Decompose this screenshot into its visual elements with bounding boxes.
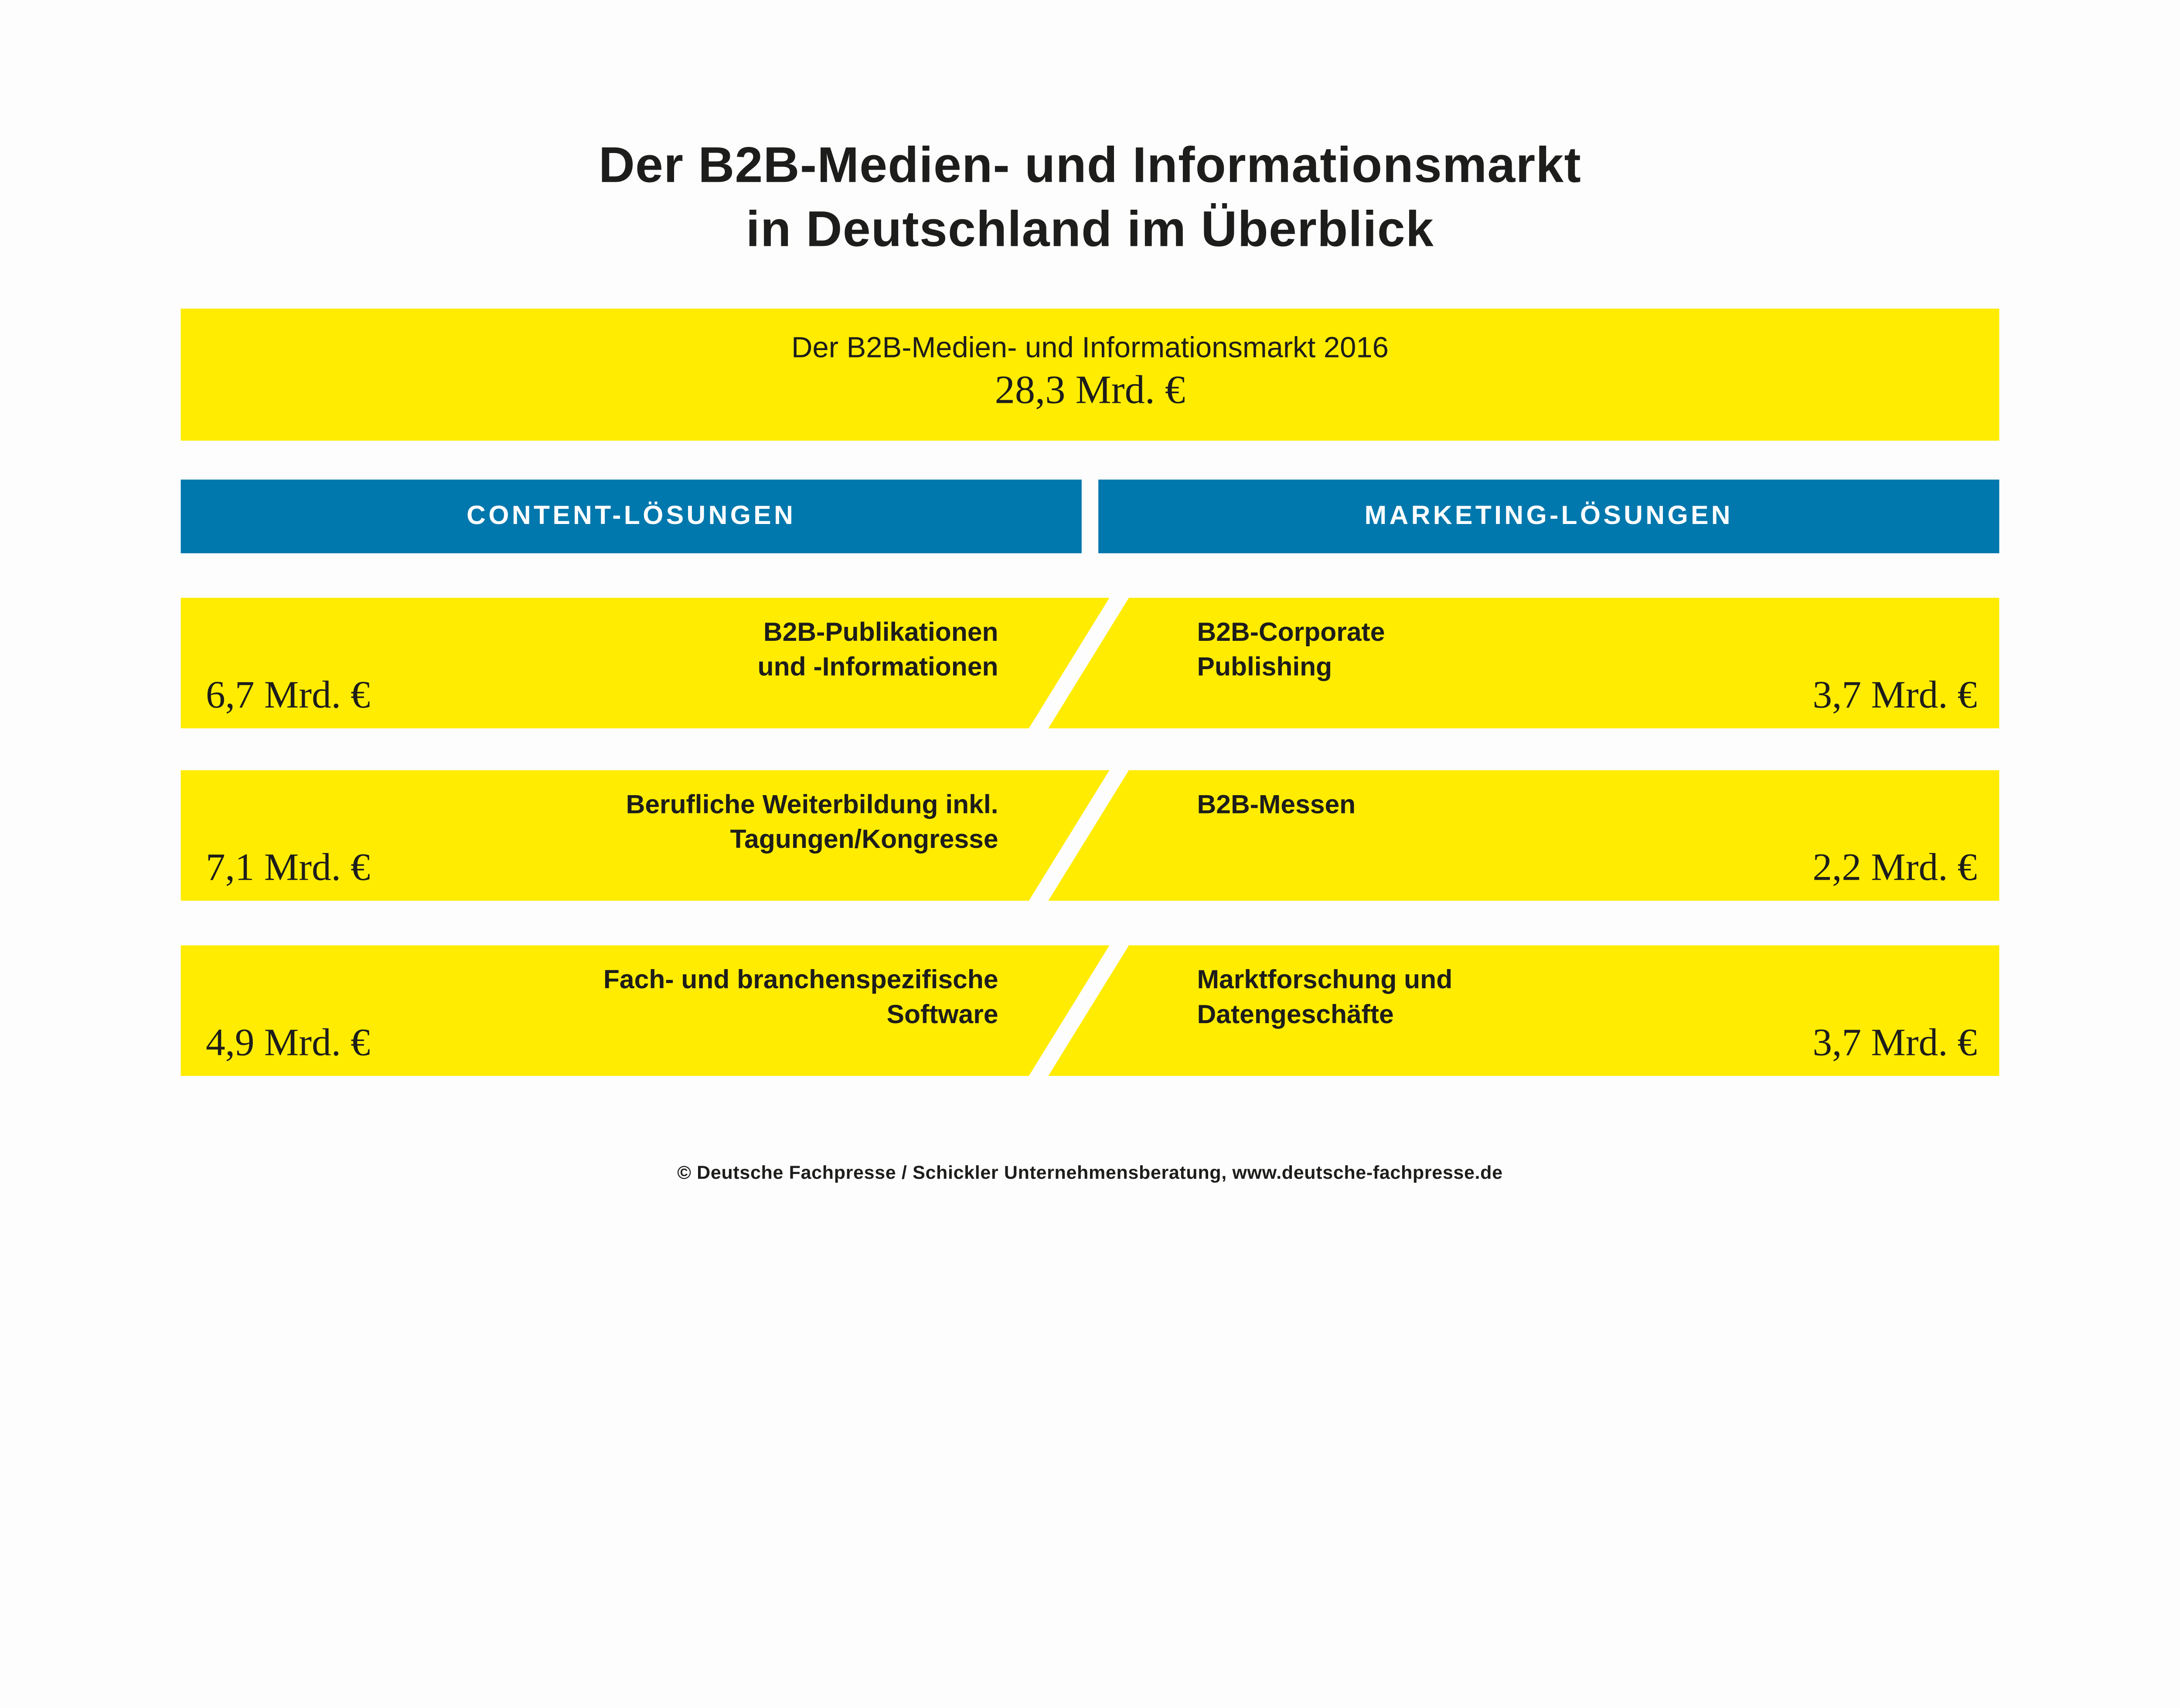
segment-label: Fach- und branchenspezifische Software [603,966,998,1030]
page-title: Der B2B-Medien- und Informationsmarkt in… [0,133,2180,261]
segment-label: Marktforschung und Datengeschäfte [1197,966,1453,1030]
segment-row-publications: B2B-Publikationen und -Informationen 6,7… [181,598,1999,728]
copyright-footer: © Deutsche Fachpresse / Schickler Untern… [677,1162,1503,1183]
segment-fachspezifische-software: Fach- und branchenspezifische Software 4… [181,945,1110,1076]
page-title-line1: Der B2B-Medien- und Informationsmarkt [598,136,1582,194]
segment-row-software-marktforschung: Fach- und branchenspezifische Software 4… [181,945,1999,1076]
page-title-line2: in Deutschland im Überblick [746,200,1434,258]
segment-value: 4,9 Mrd. € [205,1021,370,1065]
column-header-marketing-loesungen: MARKETING-LÖSUNGEN [1098,480,1999,554]
segment-row-weiterbildung-messen: Berufliche Weiterbildung inkl. Tagungen/… [181,770,1999,901]
segment-label: B2B-Publikationen und -Informationen [757,619,998,683]
total-market-banner: Der B2B-Medien- und Informationsmarkt 20… [181,308,1999,441]
infographic-page: Der B2B-Medien- und Informationsmarkt in… [0,133,2180,1183]
total-market-value: 28,3 Mrd. € [995,368,1185,413]
segment-label: B2B-Messen [1197,791,1356,820]
segment-value: 7,1 Mrd. € [205,846,370,890]
segment-label: B2B-Corporate Publishing [1197,619,1385,683]
segment-b2b-corporate-publishing: B2B-Corporate Publishing 3,7 Mrd. € [1048,598,1999,728]
segment-b2b-publikationen: B2B-Publikationen und -Informationen 6,7… [181,598,1110,728]
segment-value: 3,7 Mrd. € [1812,674,1977,718]
segment-value: 3,7 Mrd. € [1812,1021,1977,1065]
segment-b2b-messen: B2B-Messen 2,2 Mrd. € [1048,770,1999,901]
column-header-content-loesungen: CONTENT-LÖSUNGEN [181,480,1082,554]
segment-value: 6,7 Mrd. € [205,674,370,718]
segment-label: Berufliche Weiterbildung inkl. Tagungen/… [626,791,998,855]
segment-berufliche-weiterbildung: Berufliche Weiterbildung inkl. Tagungen/… [181,770,1110,901]
total-market-label: Der B2B-Medien- und Informationsmarkt 20… [791,332,1389,364]
segment-marktforschung-datengeschaefte: Marktforschung und Datengeschäfte 3,7 Mr… [1048,945,1999,1076]
segment-value: 2,2 Mrd. € [1812,846,1977,890]
column-headers: CONTENT-LÖSUNGEN MARKETING-LÖSUNGEN [181,480,1999,554]
